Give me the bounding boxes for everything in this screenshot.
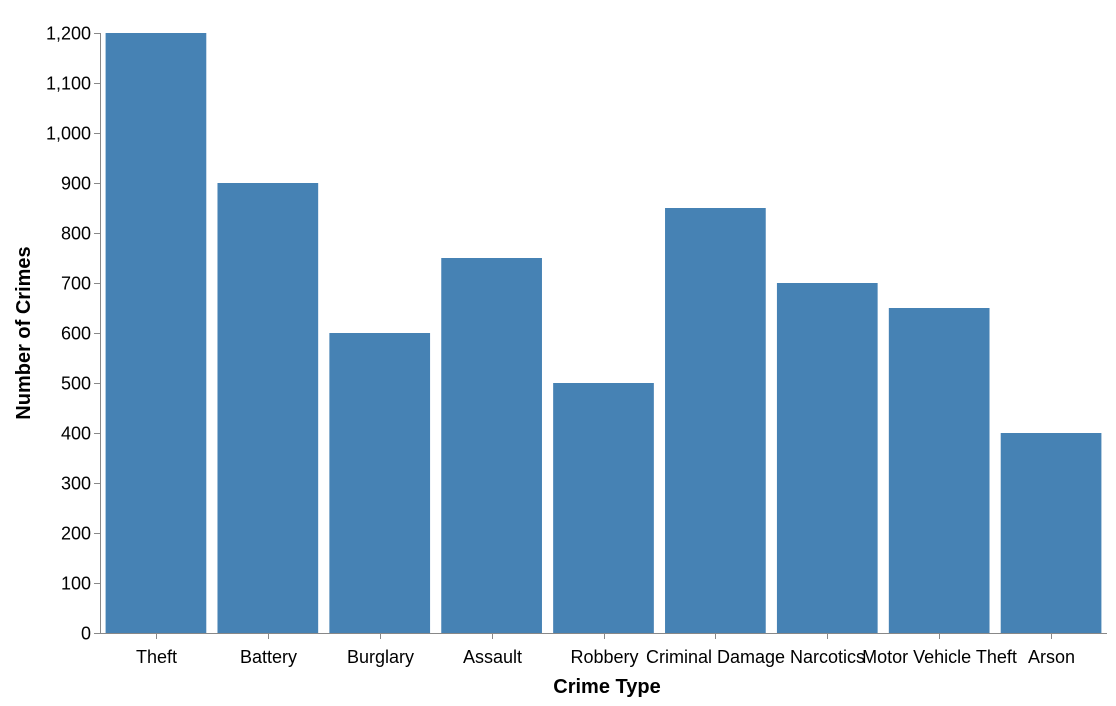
bar-burglary [329,333,431,633]
bars-layer [105,33,1102,633]
x-tick-label: Narcotics [790,647,865,667]
x-tick-label: Battery [240,647,297,667]
x-tick-label: Assault [463,647,522,667]
y-tick-label: 900 [61,174,91,194]
x-tick-label: Arson [1028,647,1075,667]
bar-robbery [553,383,654,633]
y-axis-title: Number of Crimes [13,246,35,419]
x-tick-label: Theft [136,647,177,667]
y-tick-label: 0 [81,624,91,644]
bar-theft [105,33,207,633]
y-tick-label: 600 [61,324,91,344]
y-tick-label: 1,100 [46,74,91,94]
y-tick-label: 400 [61,424,91,444]
bar-motor-vehicle-theft [888,308,990,633]
x-tick-label: Burglary [347,647,414,667]
y-axis: 0 100 200 300 400 500 600 700 800 900 1,000 1,100 1,… [46,24,101,644]
bar-battery [217,183,319,633]
y-tick-label: 200 [61,524,91,544]
y-tick-label: 300 [61,474,91,494]
y-tick-label: 1,200 [46,24,91,44]
bar-arson [1000,433,1102,633]
x-tick-label: Criminal Damage [646,647,785,667]
y-tick-label: 700 [61,274,91,294]
x-tick-label: Motor Vehicle Theft [862,647,1017,667]
x-axis-title: Crime Type [553,676,660,698]
y-tick-label: 1,000 [46,124,91,144]
bar-criminal-damage [665,208,766,633]
y-tick-label: 500 [61,374,91,394]
x-tick-label: Robbery [570,647,638,667]
y-tick-label: 100 [61,574,91,594]
bar-narcotics [776,283,878,633]
y-tick-label: 800 [61,224,91,244]
x-axis: Theft Battery Burglary Assault Robbery Crimin… [100,633,1107,667]
bar-assault [441,258,542,633]
